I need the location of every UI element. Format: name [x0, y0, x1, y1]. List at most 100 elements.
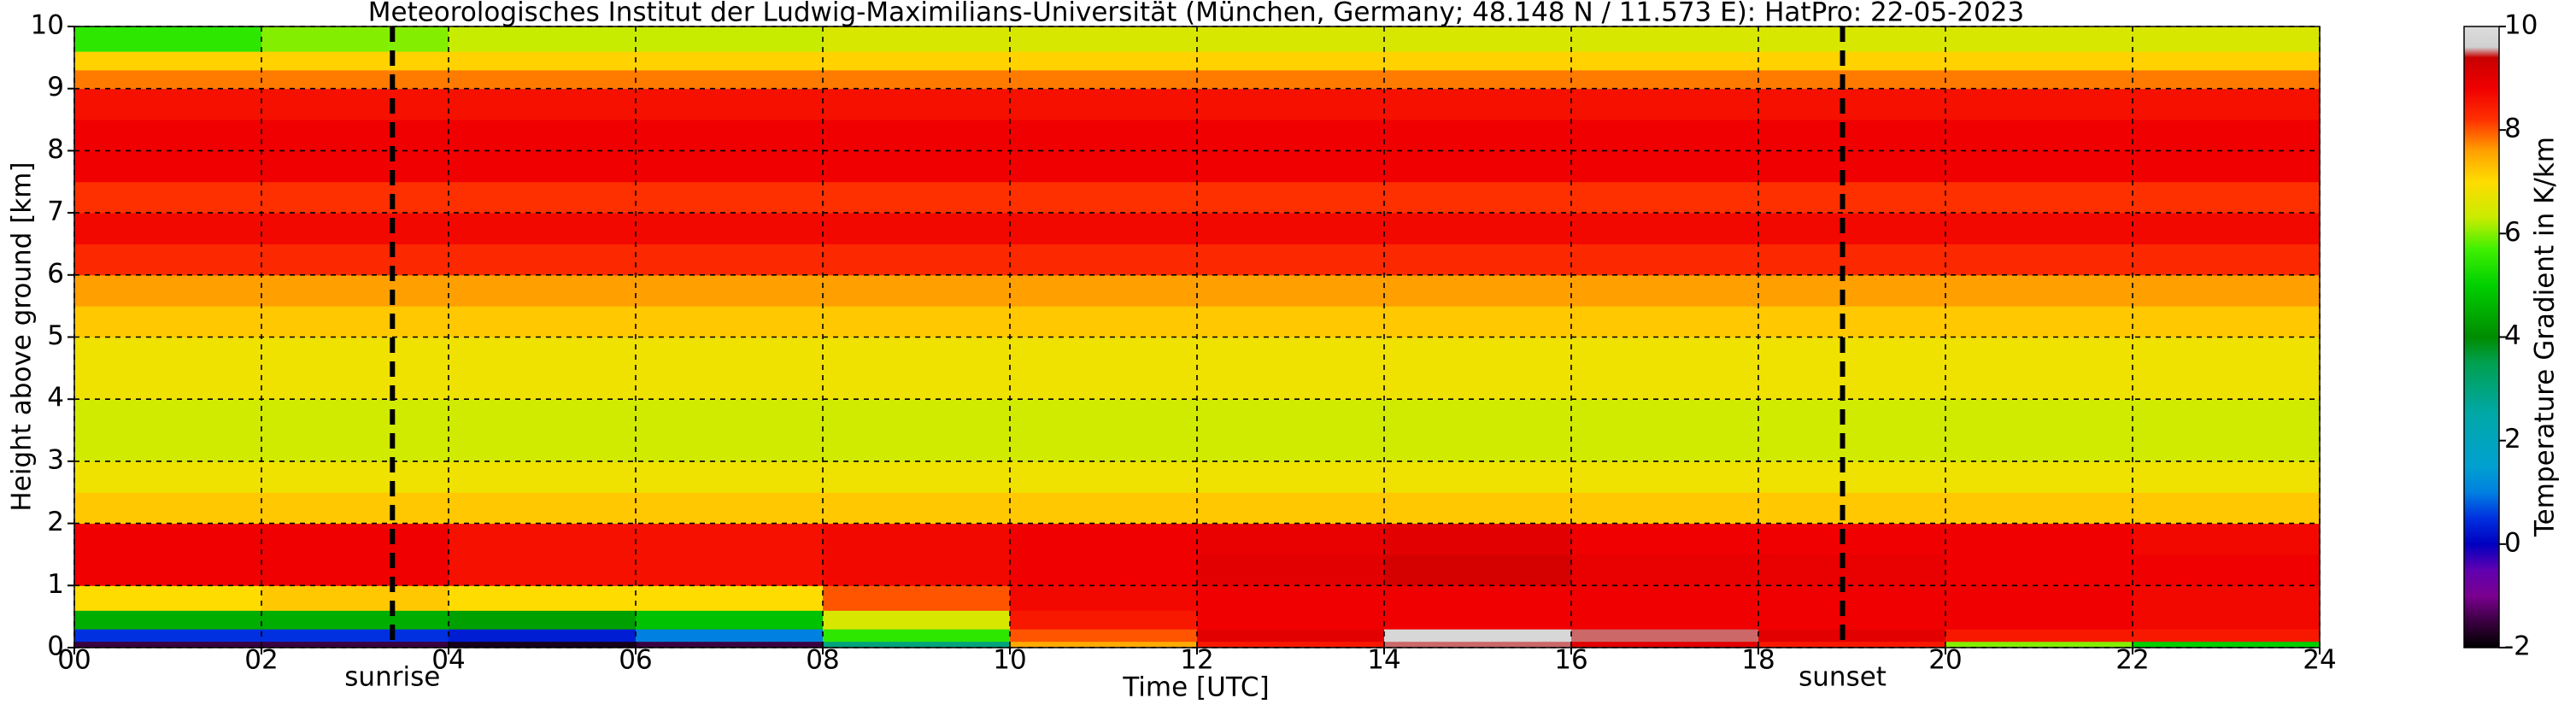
x-tick-label: 02 — [244, 645, 278, 676]
heatmap-cell — [636, 88, 824, 120]
heatmap-cell — [1384, 274, 1572, 307]
y-tick-label: 8 — [47, 134, 64, 165]
heatmap-cell — [2133, 399, 2321, 462]
heatmap-cell — [1010, 88, 1198, 120]
heatmap-cell — [1010, 610, 1198, 630]
heatmap-cell — [1010, 492, 1198, 525]
heatmap-cell — [261, 88, 449, 120]
heatmap-cell — [74, 69, 262, 90]
heatmap-cell — [2133, 461, 2321, 493]
heatmap-cell — [2133, 585, 2321, 611]
heatmap-cell — [74, 213, 262, 244]
heatmap-cell — [823, 461, 1011, 493]
heatmap-cell — [636, 492, 824, 525]
heatmap-cell — [1384, 492, 1572, 525]
heatmap-cell — [636, 51, 824, 71]
x-tick-label: 20 — [1928, 645, 1962, 676]
heatmap-cell — [74, 523, 262, 555]
heatmap-cell — [1758, 26, 1946, 52]
heatmap-cell — [261, 306, 449, 337]
y-tick-label: 9 — [47, 72, 64, 103]
colorbar-tick-label: -2 — [2504, 631, 2531, 662]
heatmap-cell — [1945, 585, 2133, 611]
x-tick-label: 16 — [1554, 645, 1587, 676]
y-tick-label: 2 — [47, 507, 64, 537]
heatmap-cell — [1197, 585, 1385, 611]
heatmap-cell — [1758, 69, 1946, 90]
heatmap-cell — [1010, 554, 1198, 586]
heatmap-cell — [1571, 523, 1759, 555]
heatmap-cell — [1758, 554, 1946, 586]
heatmap-cell — [1571, 69, 1759, 90]
heatmap-cell — [2133, 213, 2321, 244]
heatmap-cell — [1384, 213, 1572, 244]
heatmap-cell — [636, 554, 824, 586]
heatmap-cell — [1945, 399, 2133, 462]
heatmap-cell — [823, 26, 1011, 52]
x-tick-label: 00 — [57, 645, 91, 676]
heatmap-cell — [2133, 629, 2321, 642]
heatmap-cell — [1197, 306, 1385, 337]
y-tick-label: 10 — [31, 10, 64, 41]
x-tick-label: 22 — [2115, 645, 2149, 676]
heatmap-cell — [1197, 120, 1385, 183]
x-tick-label: 12 — [1180, 645, 1213, 676]
heatmap-cell — [2133, 51, 2321, 71]
heatmap-cell — [1945, 51, 2133, 71]
heatmap-cell — [1197, 181, 1385, 214]
heatmap-cell — [1758, 641, 1946, 648]
heatmap-cell — [1571, 641, 1759, 648]
heatmap-cell — [2133, 523, 2321, 555]
heatmap-cell — [74, 461, 262, 493]
heatmap-cell — [636, 629, 824, 642]
colorbar-tick-label: 6 — [2504, 217, 2521, 248]
heatmap-cell — [823, 554, 1011, 586]
heatmap-cell — [823, 306, 1011, 337]
heatmap-cell — [2133, 554, 2321, 586]
heatmap-cell — [1945, 641, 2133, 648]
heatmap-cell — [1758, 213, 1946, 244]
colorbar-tick-label: 8 — [2504, 114, 2521, 144]
heatmap-cell — [1945, 69, 2133, 90]
heatmap-cell — [449, 274, 637, 307]
heatmap-cell — [823, 69, 1011, 90]
heatmap-cell — [1197, 213, 1385, 244]
heatmap-cell — [636, 26, 824, 52]
heatmap-cell — [74, 88, 262, 120]
heatmap-cell — [1010, 641, 1198, 648]
colorbar-tick-label: 2 — [2504, 424, 2521, 455]
x-tick-label: 24 — [2303, 645, 2336, 676]
heatmap-cell — [1010, 274, 1198, 307]
y-axis-label: Height above ground [km] — [7, 161, 38, 511]
heatmap-cell — [1758, 610, 1946, 630]
y-tick-label: 3 — [47, 444, 64, 475]
y-tick-label: 1 — [47, 569, 64, 600]
heatmap-cell — [1571, 610, 1759, 630]
heatmap-cell — [1945, 243, 2133, 276]
heatmap-cell — [1945, 523, 2133, 555]
heatmap-cell — [1010, 399, 1198, 462]
heatmap-cell — [261, 399, 449, 462]
heatmap-cell — [1571, 461, 1759, 493]
heatmap-cell — [1197, 610, 1385, 630]
heatmap-cell — [636, 610, 824, 630]
heatmap-cell — [1758, 88, 1946, 120]
heatmap-cell — [636, 337, 824, 400]
heatmap-cell — [2133, 88, 2321, 120]
heatmap-cell — [261, 26, 449, 52]
x-tick-label: 14 — [1367, 645, 1400, 676]
heatmap-cell — [1945, 306, 2133, 337]
heatmap-cell — [449, 243, 637, 276]
heatmap-cell — [1197, 243, 1385, 276]
heatmap-cell — [261, 69, 449, 90]
heatmap-cell — [636, 69, 824, 90]
heatmap-cell — [449, 69, 637, 90]
heatmap-cell — [1571, 213, 1759, 244]
colorbar-tick-label: 0 — [2504, 527, 2521, 558]
heatmap-cell — [449, 213, 637, 244]
heatmap-cell — [1945, 610, 2133, 630]
heatmap-cell — [449, 554, 637, 586]
heatmap-cell — [1010, 26, 1198, 52]
heatmap-cell — [1945, 629, 2133, 642]
heatmap-cell — [2133, 120, 2321, 183]
